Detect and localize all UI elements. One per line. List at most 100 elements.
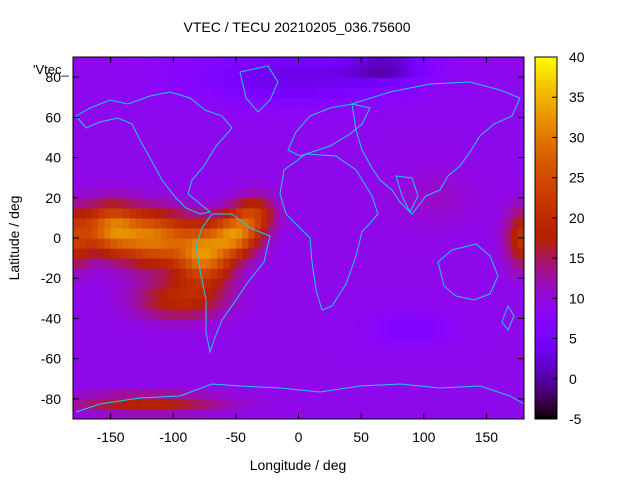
heatmap-cell — [166, 258, 174, 269]
heatmap-cell — [386, 368, 394, 380]
heatmap-cell — [298, 268, 306, 279]
heatmap-cell — [329, 137, 337, 149]
heatmap-cell — [104, 177, 112, 189]
heatmap-cell — [361, 298, 368, 309]
heatmap-cell — [442, 107, 450, 118]
heatmap-cell — [160, 187, 168, 199]
heatmap-cell — [298, 348, 306, 360]
heatmap-cell — [430, 97, 437, 108]
heatmap-cell — [166, 248, 174, 259]
heatmap-cell — [404, 298, 412, 309]
heatmap-cell — [492, 207, 500, 219]
heatmap-cell — [411, 77, 419, 88]
heatmap-cell — [192, 278, 199, 289]
heatmap-cell — [248, 298, 256, 309]
heatmap-cell — [511, 197, 519, 209]
heatmap-cell — [448, 157, 456, 169]
heatmap-cell — [411, 338, 419, 350]
heatmap-cell — [229, 328, 237, 340]
heatmap-cell — [135, 398, 143, 410]
heatmap-cell — [217, 238, 224, 249]
heatmap-cell — [242, 288, 249, 299]
heatmap-cell — [292, 268, 300, 279]
heatmap-cell — [104, 197, 112, 209]
heatmap-cell — [179, 318, 187, 330]
heatmap-cell — [404, 358, 412, 370]
heatmap-cell — [448, 107, 456, 118]
heatmap-cell — [285, 268, 293, 279]
heatmap-cell — [311, 207, 318, 219]
tec-cells — [73, 57, 524, 419]
heatmap-cell — [273, 97, 281, 108]
heatmap-cell — [110, 268, 118, 279]
heatmap-cell — [505, 127, 513, 139]
heatmap-cell — [73, 378, 80, 390]
heatmap-cell — [517, 57, 524, 68]
heatmap-cell — [223, 77, 231, 88]
heatmap-cell — [430, 107, 437, 118]
heatmap-cell — [248, 97, 256, 108]
heatmap-cell — [166, 77, 174, 88]
heatmap-cell — [342, 248, 350, 259]
heatmap-cell — [492, 107, 500, 118]
heatmap-cell — [323, 378, 331, 390]
heatmap-cell — [91, 217, 99, 229]
heatmap-cell — [116, 278, 124, 289]
heatmap-cell — [367, 137, 375, 149]
heatmap-cell — [273, 137, 281, 149]
heatmap-cell — [298, 288, 306, 299]
heatmap-cell — [110, 378, 118, 390]
heatmap-cell — [505, 147, 513, 159]
heatmap-cell — [430, 388, 437, 400]
heatmap-cell — [173, 248, 181, 259]
heatmap-cell — [123, 227, 130, 239]
heatmap-cell — [210, 207, 218, 219]
heatmap-cell — [455, 167, 462, 179]
heatmap-cell — [98, 238, 105, 249]
heatmap-cell — [217, 408, 224, 419]
heatmap-cell — [404, 127, 412, 139]
heatmap-cell — [267, 348, 275, 360]
heatmap-cell — [517, 298, 524, 309]
heatmap-cell — [104, 217, 112, 229]
heatmap-cell — [160, 137, 168, 149]
heatmap-cell — [179, 348, 187, 360]
heatmap-cell — [223, 107, 231, 118]
y-tick-label: -80 — [41, 391, 61, 407]
heatmap-cell — [79, 187, 87, 199]
heatmap-cell — [210, 278, 218, 289]
heatmap-cell — [317, 408, 325, 419]
heatmap-cell — [304, 137, 312, 149]
heatmap-cell — [323, 187, 331, 199]
heatmap-cell — [141, 298, 149, 309]
heatmap-cell — [160, 248, 168, 259]
heatmap-cell — [473, 298, 481, 309]
heatmap-cell — [329, 67, 337, 78]
heatmap-cell — [204, 388, 212, 400]
heatmap-cell — [423, 187, 431, 199]
heatmap-cell — [160, 348, 168, 360]
heatmap-cell — [361, 358, 368, 370]
heatmap-cell — [442, 77, 450, 88]
heatmap-cell — [373, 137, 381, 149]
heatmap-cell — [91, 87, 99, 98]
heatmap-cell — [467, 97, 475, 108]
heatmap-cell — [285, 398, 293, 410]
heatmap-cell — [505, 167, 513, 179]
heatmap-cell — [398, 227, 406, 239]
heatmap-cell — [267, 288, 275, 299]
heatmap-cell — [116, 147, 124, 159]
heatmap-cell — [85, 97, 93, 108]
heatmap-cell — [248, 248, 256, 259]
heatmap-cell — [361, 87, 368, 98]
heatmap-cell — [173, 338, 181, 350]
heatmap-cell — [404, 167, 412, 179]
heatmap-cell — [254, 278, 262, 289]
heatmap-cell — [79, 147, 87, 159]
heatmap-cell — [73, 67, 80, 78]
heatmap-cell — [492, 187, 500, 199]
heatmap-cell — [442, 67, 450, 78]
heatmap-cell — [373, 187, 381, 199]
heatmap-cell — [442, 97, 450, 108]
heatmap-cell — [411, 318, 419, 330]
